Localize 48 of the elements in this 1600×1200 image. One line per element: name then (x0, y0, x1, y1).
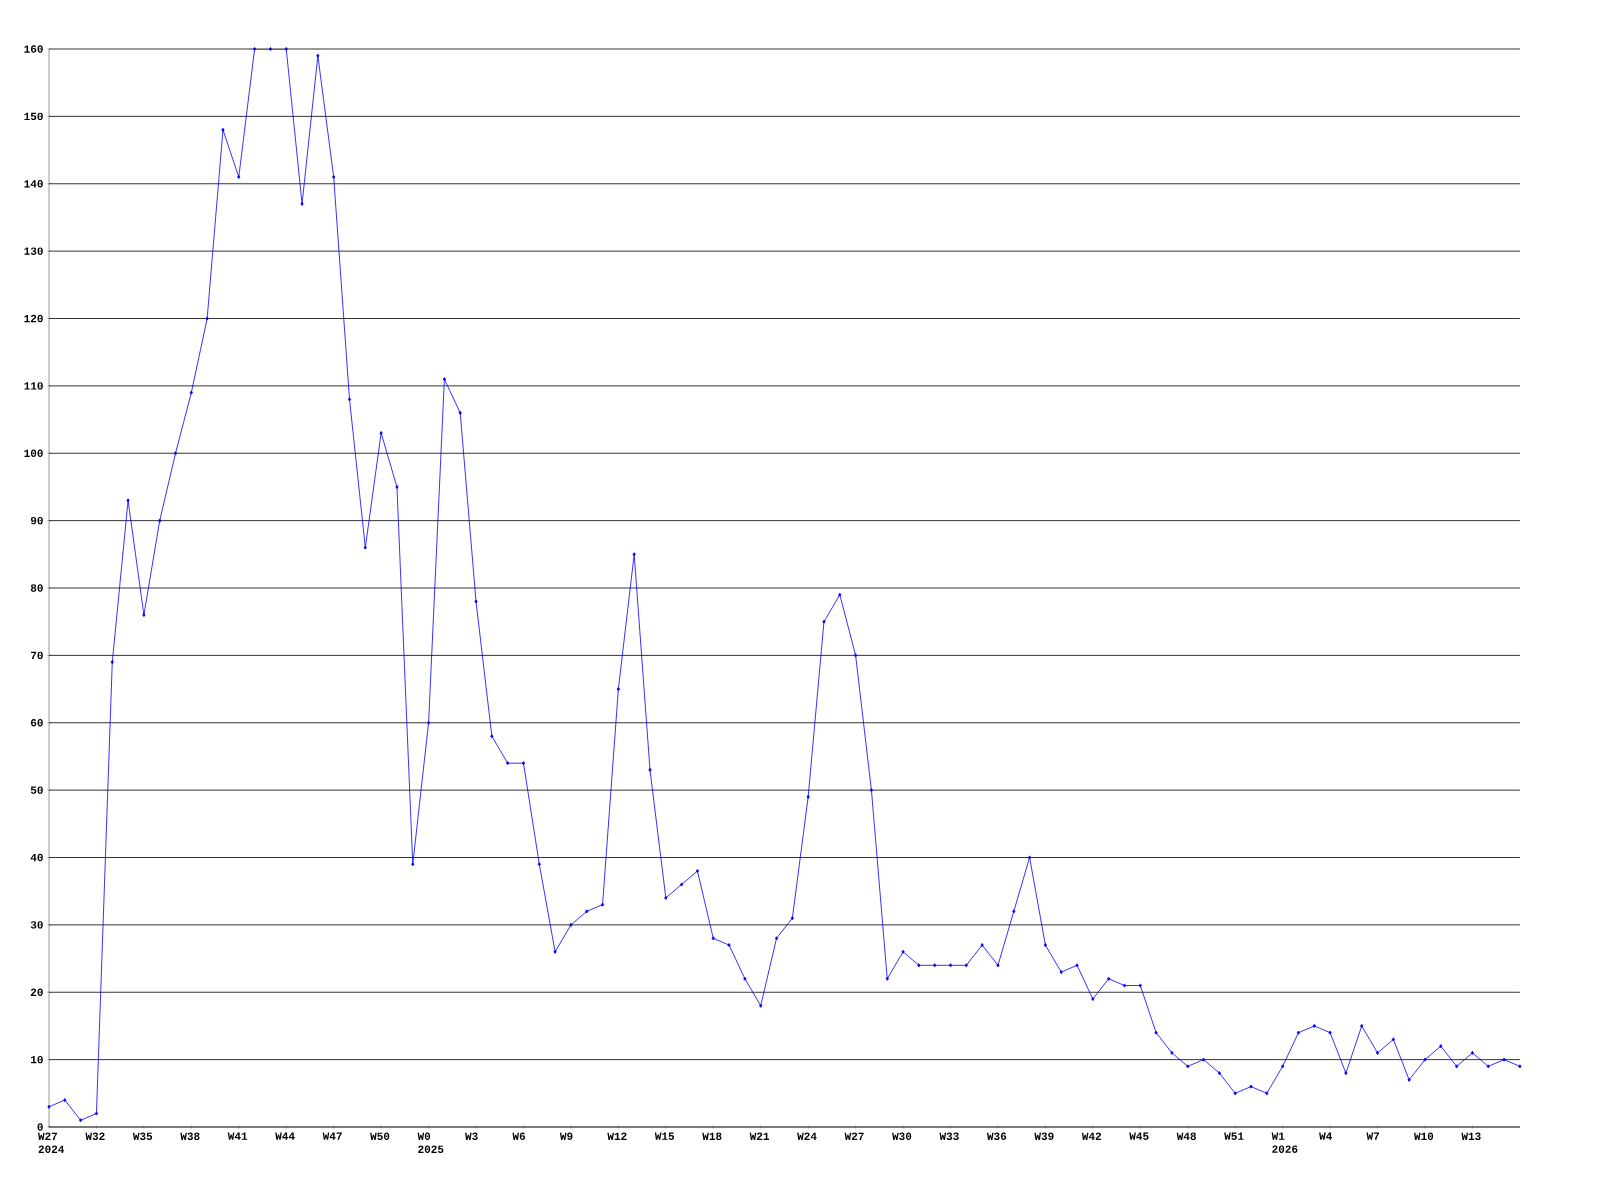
y-tick-label: 40 (30, 853, 43, 862)
x-tick-label: W1 2026 (1271, 1132, 1298, 1153)
x-tick-label: W44 (275, 1132, 295, 1140)
x-tick-label: W24 (797, 1132, 817, 1140)
x-tick-label: W38 (180, 1132, 200, 1141)
y-tick-label: 70 (30, 651, 43, 660)
x-tick-label: W27 (844, 1132, 864, 1140)
x-tick-label: W48 (1176, 1132, 1196, 1140)
y-tick-label: 130 (24, 247, 43, 255)
y-tick-label: 160 (24, 45, 43, 53)
y-tick-label: 140 (24, 180, 43, 188)
x-tick-label: W0 2025 (417, 1132, 444, 1153)
y-tick-label: 110 (24, 382, 43, 390)
y-tick-label: 20 (30, 988, 43, 996)
y-tick-label: 30 (30, 921, 43, 929)
x-tick-label: W41 (227, 1132, 248, 1140)
x-tick-label: W21 (749, 1132, 770, 1140)
x-tick-label: W51 (1224, 1132, 1244, 1140)
y-tick-label: 150 (24, 112, 43, 121)
x-tick-label: W13 (1461, 1132, 1481, 1141)
x-tick-label: W39 (1034, 1132, 1054, 1141)
x-tick-label: W12 (607, 1132, 627, 1140)
x-tick-label: W45 (1129, 1132, 1149, 1140)
x-tick-label: W36 (986, 1132, 1007, 1141)
x-tick-label: W47 (322, 1132, 342, 1140)
x-tick-label: W6 (512, 1132, 526, 1140)
y-tick-label: 90 (30, 516, 43, 525)
x-tick-label: W18 (702, 1132, 722, 1140)
x-tick-label: W32 (85, 1132, 105, 1141)
y-tick-label: 80 (30, 584, 43, 592)
y-tick-label: 100 (24, 449, 43, 457)
x-tick-label: W3 (465, 1132, 478, 1141)
x-tick-label: W7 (1366, 1132, 1379, 1140)
y-tick-label: 50 (30, 786, 43, 794)
x-tick-label: W50 (370, 1132, 390, 1140)
y-tick-label: 0 (37, 1123, 43, 1131)
y-tick-label: 60 (30, 719, 43, 727)
y-tick-label: 10 (31, 1055, 43, 1064)
x-tick-label: W33 (939, 1132, 959, 1141)
x-tick-label: W15 (654, 1132, 675, 1140)
x-tick-label: W42 (1081, 1132, 1102, 1140)
x-tick-label: W27 2024 (38, 1132, 65, 1153)
y-tick-label: 120 (24, 314, 43, 323)
x-tick-label: W4 (1319, 1132, 1332, 1140)
x-tick-label: W35 (132, 1132, 153, 1141)
x-tick-label: W30 (892, 1132, 912, 1141)
x-tick-label: W10 (1413, 1132, 1434, 1140)
x-tick-label: W9 (559, 1132, 573, 1140)
